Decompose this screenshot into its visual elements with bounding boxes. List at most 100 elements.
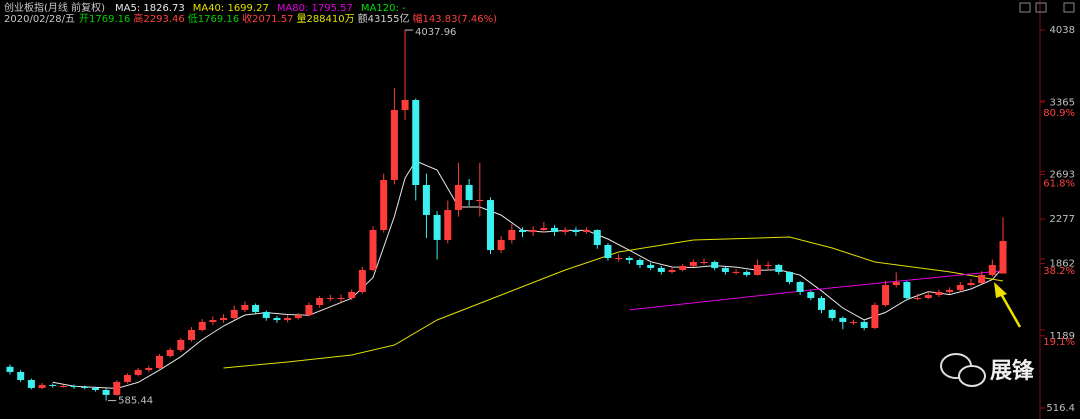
candle-body xyxy=(615,257,623,259)
candle-body xyxy=(657,267,665,272)
watermark: 展锋 xyxy=(990,358,1035,384)
candle-body xyxy=(380,179,388,230)
candle-body xyxy=(49,384,57,387)
fib-label: 61.8% xyxy=(1043,179,1075,190)
info-field: 幅143.83(7.46%) xyxy=(412,12,497,25)
candle-body xyxy=(134,369,142,375)
icon-bubble xyxy=(958,365,986,387)
candle-body xyxy=(604,245,612,258)
y-tick-label: 2693 xyxy=(1050,169,1075,180)
candle-body xyxy=(337,298,345,300)
candle-body xyxy=(807,292,815,299)
candle-body xyxy=(796,282,804,293)
icon[interactable] xyxy=(1063,2,1075,13)
candle-body xyxy=(551,227,559,233)
candle-body xyxy=(871,304,879,328)
candle-body xyxy=(914,298,922,300)
candle-body xyxy=(935,292,943,296)
arrow-shaft xyxy=(998,291,1022,328)
candle-body xyxy=(540,227,548,230)
candle-body xyxy=(70,386,78,388)
candle-body xyxy=(220,317,228,321)
candle-body xyxy=(711,261,719,268)
info-field: 收2071.57 xyxy=(242,12,293,25)
candle-body xyxy=(166,349,174,356)
ma-line xyxy=(223,236,1004,369)
candle-body xyxy=(561,229,569,233)
candle-body xyxy=(721,267,729,272)
candle-body xyxy=(764,264,772,266)
fib-label: 80.9% xyxy=(1043,108,1075,119)
candle-body xyxy=(850,321,858,323)
arrow-head xyxy=(994,282,1007,298)
candle-body xyxy=(369,229,377,271)
chart-title: 创业板指(月线 前复权) xyxy=(4,1,105,14)
candle-body xyxy=(519,229,527,233)
candle-body xyxy=(38,384,46,388)
candle-body xyxy=(508,229,516,240)
candle-body xyxy=(892,282,900,286)
info-field: 低1769.16 xyxy=(188,12,239,25)
legend-entry: MA40: 1699.27 xyxy=(193,3,269,14)
info-field: 开1769.16 xyxy=(79,14,130,25)
candle-body xyxy=(444,210,452,240)
y-tick-label: 4038 xyxy=(1050,25,1075,36)
candle-body xyxy=(17,371,25,381)
candle-body xyxy=(839,317,847,322)
candle-body xyxy=(113,381,121,395)
icon[interactable] xyxy=(1019,2,1031,13)
y-tick-label: 3365 xyxy=(1050,97,1075,108)
candle-body xyxy=(668,270,676,272)
candle-body xyxy=(198,321,206,331)
candle-body xyxy=(625,257,633,261)
fib-label: 38.2% xyxy=(1043,266,1075,277)
candle-body xyxy=(27,380,35,388)
candle-body xyxy=(583,229,591,233)
icon[interactable] xyxy=(1035,2,1047,13)
candle-body xyxy=(529,229,537,233)
candle-body xyxy=(188,330,196,340)
candle-body xyxy=(241,304,249,310)
candle-body xyxy=(924,295,932,299)
legend-entry: MA5: 1826.73 xyxy=(115,3,185,14)
candle-body xyxy=(465,185,473,201)
candle-body xyxy=(412,100,420,186)
date-label: 2020/02/28/五 xyxy=(4,14,75,25)
candle-body xyxy=(689,261,697,266)
candle-body xyxy=(732,271,740,273)
candle-body xyxy=(326,298,334,300)
candle-body xyxy=(209,320,217,322)
candle-body xyxy=(679,265,687,271)
y-tick-label: 1862 xyxy=(1050,259,1075,270)
candle-body xyxy=(753,264,761,275)
candle-body xyxy=(305,304,313,315)
candle-body xyxy=(358,270,366,293)
candle-body xyxy=(882,285,890,305)
y-tick-label: 1189 xyxy=(1050,331,1075,342)
arrow xyxy=(994,282,1022,328)
candle-body xyxy=(401,100,409,110)
wechat-icon xyxy=(940,353,986,387)
candle-body xyxy=(946,289,954,293)
candle-body xyxy=(967,282,975,286)
info-field: 额43155亿 xyxy=(358,12,410,25)
candle-body xyxy=(593,229,601,246)
candle-body xyxy=(497,239,505,251)
candle-body xyxy=(860,321,868,328)
candle-body xyxy=(775,264,783,272)
candle-body xyxy=(177,339,185,350)
candle-body xyxy=(636,260,644,265)
candle-body xyxy=(145,367,153,370)
candle-body xyxy=(102,389,110,395)
candle-body xyxy=(294,314,302,318)
fib-label: 19.1% xyxy=(1043,337,1075,348)
candle-body xyxy=(433,214,441,240)
candle-body xyxy=(59,386,67,388)
candle-body xyxy=(647,264,655,268)
candle-body xyxy=(390,109,398,180)
peak-label: 4037.96 xyxy=(415,27,456,38)
candle-body xyxy=(817,298,825,310)
y-tick-label: 516.4 xyxy=(1046,403,1075,414)
candle-body xyxy=(284,317,292,321)
y-tick-label: 2277 xyxy=(1050,214,1075,225)
